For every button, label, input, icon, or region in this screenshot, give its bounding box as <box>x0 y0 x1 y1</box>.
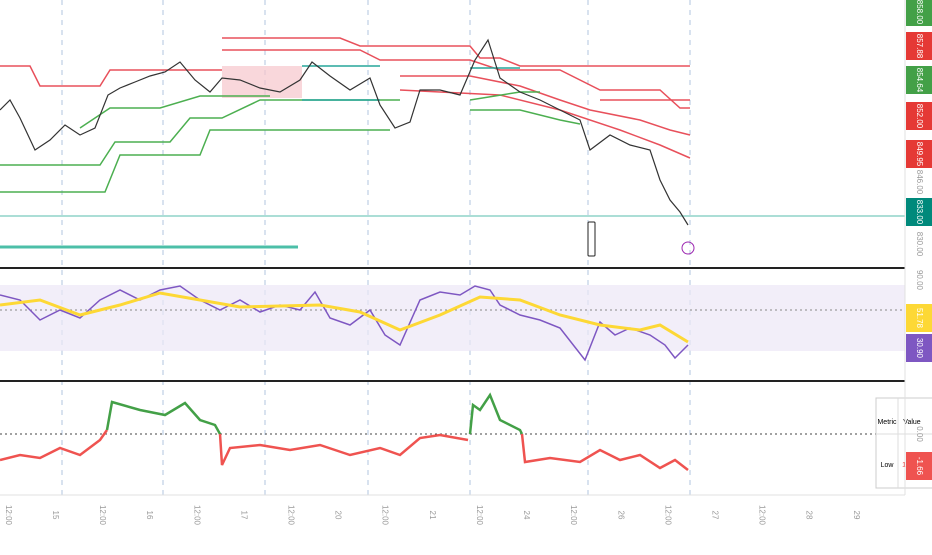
time-label: 15 <box>51 511 60 520</box>
time-label: 12:00 <box>758 505 767 526</box>
time-label: 27 <box>710 511 719 520</box>
time-label: 24 <box>522 511 531 520</box>
time-label: 21 <box>428 511 437 520</box>
rsi-label-box <box>906 334 932 362</box>
price-label: 833.00 <box>915 200 924 225</box>
time-label: 12:00 <box>98 505 107 526</box>
table-cell: Low <box>881 462 895 469</box>
price-label-box <box>906 32 932 60</box>
price-label-box <box>906 198 932 226</box>
rsi-label-box <box>906 304 932 332</box>
table-header: Metric <box>877 419 897 426</box>
price-label-box <box>906 102 932 130</box>
osc-label: 0.00 <box>915 426 924 442</box>
marker <box>587 221 596 257</box>
price-label: 854.64 <box>915 68 924 93</box>
rsi-band <box>0 285 905 351</box>
zone <box>222 66 302 98</box>
time-label: 12:00 <box>192 505 201 526</box>
price-label: 846.00 <box>915 170 924 195</box>
osc-negative <box>0 429 109 462</box>
time-label: 16 <box>145 511 154 520</box>
time-label: 29 <box>852 511 861 520</box>
time-label: 12:00 <box>4 505 13 526</box>
osc-negative <box>520 433 689 471</box>
price-label: 849.95 <box>915 142 924 167</box>
price-label-box <box>906 140 932 168</box>
price-label: 857.88 <box>915 34 924 59</box>
osc-negative <box>218 433 469 466</box>
osc-positive <box>468 392 524 435</box>
time-label: 12:00 <box>287 505 296 526</box>
vertical-grid <box>61 0 691 495</box>
time-label: 28 <box>805 511 814 520</box>
time-label: 17 <box>239 511 248 520</box>
price-label-box <box>906 0 932 26</box>
price-label: 858.00 <box>915 0 924 25</box>
rsi-ma <box>0 291 689 344</box>
rsi-label: 90.00 <box>915 270 924 291</box>
price-label-box <box>906 66 932 94</box>
time-label: 12:00 <box>381 505 390 526</box>
time-label: 12:00 <box>475 505 484 526</box>
osc-label-box <box>906 452 932 480</box>
time-label: 12:00 <box>663 505 672 526</box>
time-label: 12:00 <box>569 505 578 526</box>
resistance-lines <box>0 37 691 159</box>
price-label: 830.00 <box>915 232 924 257</box>
marker <box>681 241 695 255</box>
time-label: 26 <box>616 511 625 520</box>
osc-label: -1.66 <box>915 457 924 476</box>
rsi-label: 51.78 <box>915 308 924 329</box>
price-label: 852.00 <box>915 104 924 129</box>
rsi-label: 30.90 <box>915 338 924 359</box>
price-path <box>0 38 689 226</box>
rsi-line <box>0 285 689 362</box>
osc-positive <box>105 400 222 435</box>
time-label: 20 <box>334 511 343 520</box>
table-header: Value <box>903 419 920 426</box>
